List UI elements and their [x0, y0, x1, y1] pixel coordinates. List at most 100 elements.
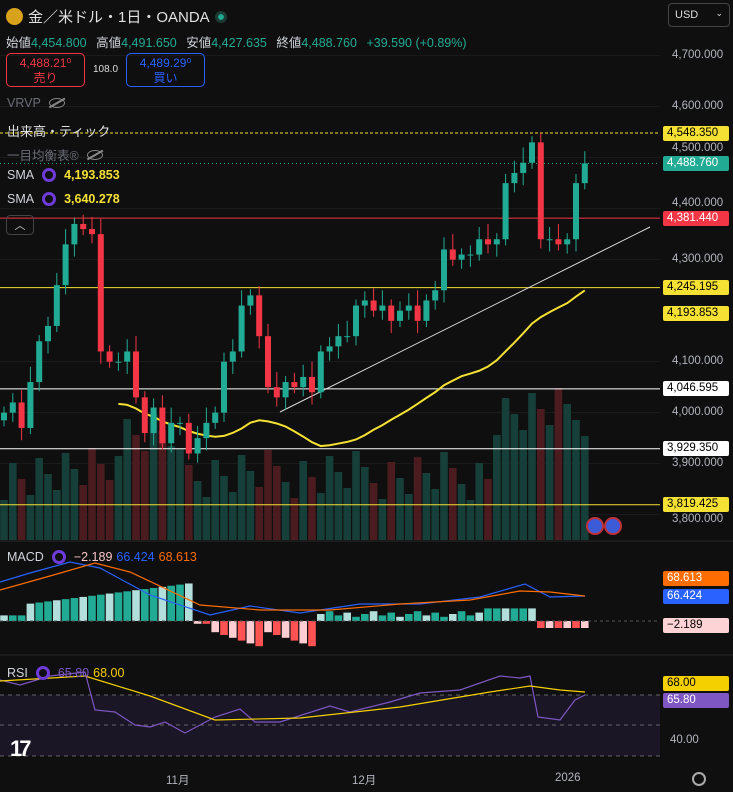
macd-axis-tag: 66.424: [663, 589, 729, 604]
macd-histogram-bar: [387, 612, 395, 621]
macd-histogram-bar: [528, 608, 536, 621]
price-axis-label: 4,500.000: [672, 142, 724, 155]
macd-histogram-bar: [0, 615, 8, 621]
macd-histogram-bar: [114, 592, 123, 621]
low-value: 4,427.635: [211, 36, 267, 50]
price-axis-label: 4,700.000: [672, 49, 724, 62]
macd-histogram-bar: [26, 603, 35, 621]
indicator-sma-1[interactable]: SMA 4,193.853: [7, 168, 120, 182]
volume-bar: [17, 479, 26, 540]
macd-histogram-bar: [88, 595, 96, 621]
macd-histogram-bar: [255, 621, 263, 647]
candle-body: [18, 402, 25, 428]
price-tag: 3,819.425: [663, 497, 729, 513]
indicator-volume[interactable]: 出来高・ティック: [7, 121, 110, 140]
candle-body: [529, 142, 535, 163]
macd-histogram-bar: [290, 621, 299, 641]
candle-body: [441, 249, 447, 291]
volume-bar: [572, 420, 580, 540]
volume-bar: [246, 471, 255, 540]
volume-bar: [510, 414, 519, 540]
candle-body: [300, 376, 307, 388]
candle-body: [229, 351, 236, 362]
macd-histogram-bar: [449, 614, 457, 621]
macd-histogram-bar: [44, 601, 52, 621]
macd-histogram-bar: [440, 616, 448, 621]
indicator-sma-2[interactable]: SMA 3,640.278: [7, 192, 120, 206]
currency-select[interactable]: USD ⌄: [668, 3, 730, 27]
buy-button[interactable]: 4,489.29⁰ 買い: [126, 53, 205, 87]
indicator-vrvp[interactable]: VRVP: [7, 96, 65, 110]
rsi-axis-label: 40.00: [670, 734, 699, 746]
hidden-eye-icon[interactable]: [48, 98, 65, 108]
candle-body: [485, 239, 491, 245]
volume-bar: [61, 453, 70, 540]
macd-histogram-bar: [141, 589, 149, 621]
close-value: 4,488.760: [301, 36, 357, 50]
sync-icon: [51, 550, 66, 564]
macd-histogram-bar: [537, 621, 545, 628]
macd-histogram-bar: [308, 621, 316, 647]
volume-bar: [457, 484, 466, 540]
rsi-axis-tag: 65.80: [663, 693, 729, 708]
volume-bar: [493, 435, 501, 540]
sell-price: 4,488.21⁰: [19, 56, 72, 70]
sell-button[interactable]: 4,488.21⁰ 売り: [6, 53, 85, 87]
tradingview-logo[interactable]: 17: [10, 736, 32, 761]
volume-bar: [387, 462, 395, 540]
high-label: 高値: [96, 36, 122, 50]
macd-histogram-bar: [149, 587, 158, 621]
macd-histogram-bar: [493, 608, 501, 621]
volume-bar: [466, 500, 475, 540]
rsi-legend[interactable]: RSI 65.80 68.00: [7, 666, 124, 680]
change-value: +39.590 (+0.89%): [366, 36, 467, 50]
macd-histogram-bar: [369, 611, 378, 621]
candle-body: [335, 336, 342, 347]
volume-bar: [290, 498, 299, 540]
volume-bar: [325, 456, 334, 540]
volume-bar: [484, 479, 492, 540]
rsi-ma-axis-tag: 68.00: [663, 676, 729, 691]
candle-body: [573, 183, 579, 240]
macd-histogram-bar: [202, 621, 211, 624]
macd-histogram-bar: [413, 611, 422, 621]
macd-histogram-bar: [132, 590, 140, 621]
macd-histogram-bar: [246, 621, 255, 644]
price-tag: 4,548.350: [663, 125, 729, 141]
candle-body: [133, 351, 139, 398]
volume-bar: [185, 465, 193, 540]
sync-icon: [42, 168, 57, 182]
candle-body: [511, 172, 518, 184]
macd-histogram-bar: [352, 616, 360, 621]
sma-label: SMA: [7, 168, 35, 182]
macd-histogram-bar: [264, 621, 272, 633]
price-tag: 4,381.440: [663, 210, 729, 226]
volume-bar: [563, 404, 571, 540]
macd-histogram-bar: [211, 621, 219, 633]
volume-bar: [264, 450, 272, 540]
macd-histogram-bar: [563, 621, 571, 628]
volume-bar: [537, 409, 545, 540]
settings-icon[interactable]: [692, 772, 706, 786]
macd-histogram-bar: [176, 584, 184, 621]
volume-bar: [501, 398, 510, 540]
hidden-eye-icon[interactable]: [86, 149, 103, 160]
volume-bar: [132, 435, 140, 540]
macd-legend[interactable]: MACD −2.189 66.424 68.613: [7, 550, 197, 564]
candle-body: [379, 305, 386, 311]
volume-label: 出来高・ティック: [7, 124, 111, 139]
hist-axis-tag: −2.189: [663, 618, 729, 633]
volume-bar: [220, 476, 228, 540]
volume-bar: [176, 449, 184, 540]
macd-histogram-bar: [510, 608, 519, 621]
collapse-legend-button[interactable]: ︿: [6, 215, 34, 235]
volume-bar: [229, 492, 237, 540]
volume-bar: [9, 463, 17, 540]
macd-histogram-bar: [475, 612, 483, 621]
candle-body: [221, 361, 227, 413]
indicator-ichimoku[interactable]: 一目均衡表®: [7, 145, 103, 164]
symbol-legend[interactable]: 金／米ドル・1日・OANDA: [6, 6, 227, 27]
price-axis-label: 4,100.000: [672, 355, 724, 368]
macd-histogram-bar: [361, 614, 369, 621]
